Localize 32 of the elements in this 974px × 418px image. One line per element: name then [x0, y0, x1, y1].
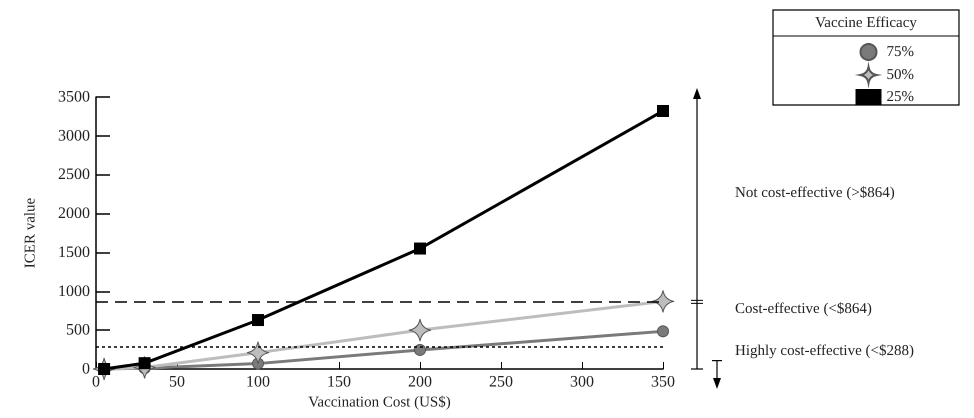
x-tick-label: 300: [570, 374, 594, 390]
x-tick-label: 50: [169, 374, 185, 390]
point: [657, 104, 669, 117]
y-tick-label: 3500: [58, 88, 90, 106]
point: [414, 242, 426, 255]
x-tick-label: 200: [408, 374, 432, 390]
y-tick-label: 2000: [58, 205, 90, 222]
y-tick-label: 2500: [58, 166, 90, 184]
legend-label: 75%: [886, 44, 914, 60]
point: [252, 314, 264, 326]
point: [246, 341, 270, 364]
y-tick-label: 3000: [58, 127, 90, 144]
x-tick-label: 250: [489, 374, 513, 390]
text: Not cost-effective (>$864): [735, 185, 895, 201]
y-tick-label: 1500: [58, 244, 90, 261]
legend-label: 25%: [886, 89, 914, 105]
point: [652, 290, 674, 313]
point: [657, 325, 669, 338]
y-tick-label: 0: [82, 360, 90, 378]
point: [408, 318, 432, 342]
x-tick-label: 100: [246, 374, 270, 390]
y-tick-label: 1000: [58, 282, 90, 300]
legend-label: 50%: [886, 67, 914, 83]
x-tick-label: 150: [327, 374, 351, 390]
y-tick-label: 500: [66, 322, 90, 339]
y-axis-title: ICER value: [22, 197, 38, 268]
legend-title: Vaccine Efficacy: [815, 15, 918, 31]
point: [414, 344, 426, 356]
text: Highly cost-effective (<$288): [735, 343, 914, 359]
x-tick-label: 350: [651, 374, 675, 390]
x-axis-title: Vaccination Cost (US$): [308, 394, 451, 410]
text: Cost-effective (<$864): [735, 301, 872, 317]
